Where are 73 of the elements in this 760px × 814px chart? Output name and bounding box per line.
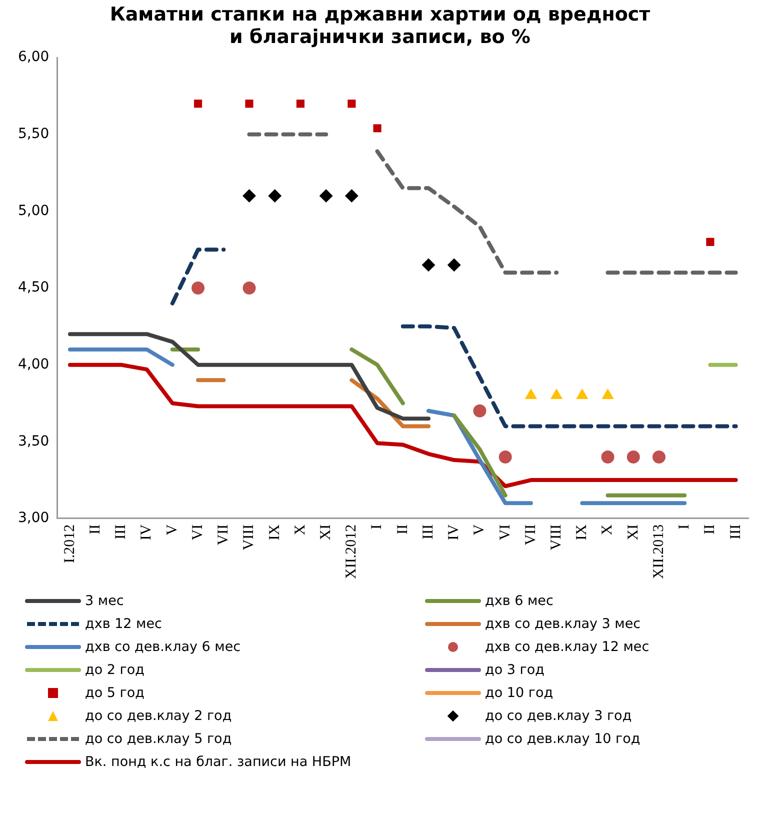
- legend-label: дхв со дев.клау 3 мес: [485, 616, 641, 632]
- x-tick-label: IV: [138, 524, 155, 540]
- point: [296, 100, 304, 108]
- x-tick-label: IV: [446, 524, 462, 540]
- x-tick-label: IX: [266, 524, 283, 540]
- point: [550, 389, 562, 400]
- x-tick-label: II: [88, 524, 104, 534]
- x-tick-label: VI: [497, 524, 514, 540]
- point: [373, 124, 382, 132]
- x-tick-label: I: [369, 524, 386, 530]
- x-tick-label: III: [728, 524, 744, 540]
- legend-label: Вк. понд к.с на благ. записи на НБРМ: [85, 754, 352, 770]
- point: [242, 189, 256, 202]
- x-tick-label: VII: [216, 524, 232, 546]
- x-tick-label: V: [472, 524, 488, 536]
- x-tick-label: VII: [522, 524, 539, 546]
- legend-label: дхв 6 мес: [485, 593, 554, 609]
- x-tick-label: III: [113, 524, 130, 540]
- legend-label: до 2 год: [85, 662, 144, 678]
- point: [626, 450, 640, 464]
- legend-label: 3 мес: [85, 593, 124, 609]
- point: [320, 189, 333, 202]
- legend-label: до со дев.клау 2 год: [85, 708, 232, 724]
- point: [473, 404, 486, 418]
- point: [525, 389, 537, 400]
- legend-label: до 10 год: [485, 685, 554, 701]
- x-tick-label: II: [702, 524, 718, 534]
- point: [192, 282, 205, 295]
- point: [576, 389, 588, 400]
- point: [268, 189, 282, 202]
- x-tick-label: XI: [318, 524, 334, 540]
- x-tick-label: X: [600, 524, 616, 536]
- point: [245, 100, 254, 108]
- legend-label: до со дев.клау 10 год: [485, 731, 640, 747]
- point: [706, 238, 714, 246]
- point: [498, 450, 512, 464]
- x-tick-label: III: [420, 524, 436, 540]
- y-tick-label: 3,00: [18, 510, 50, 526]
- y-tick-label: 4,50: [18, 280, 50, 296]
- x-tick-label: XI: [625, 524, 642, 540]
- y-tick-label: 4,00: [18, 356, 50, 372]
- x-tick-label: V: [164, 524, 180, 536]
- legend-label: до со дев.клау 3 год: [485, 708, 632, 724]
- x-tick-label: XII.2013: [650, 524, 667, 580]
- point: [652, 450, 666, 464]
- x-tick-label: VIII: [241, 524, 258, 550]
- x-tick-label: X: [292, 524, 308, 536]
- x-tick-label: IX: [574, 524, 590, 540]
- legend-label: до 5 год: [85, 685, 144, 701]
- y-tick-label: 5,50: [18, 126, 50, 142]
- x-tick-label: XII.2012: [344, 524, 360, 580]
- point: [448, 258, 461, 272]
- point: [194, 100, 202, 108]
- legend-label: дхв со дев.клау 12 мес: [485, 639, 650, 655]
- point: [602, 389, 614, 400]
- x-tick-label: II: [394, 524, 411, 534]
- point: [345, 189, 358, 202]
- y-tick-label: 6,00: [18, 49, 50, 66]
- point: [601, 450, 614, 464]
- y-tick-label: 5,00: [18, 202, 50, 219]
- point: [422, 258, 436, 272]
- point: [242, 282, 256, 295]
- y-tick-label: 3,50: [18, 433, 50, 450]
- legend-label: до со дев.клау 5 год: [85, 731, 232, 747]
- x-tick-label: VI: [190, 524, 206, 540]
- legend-label: дхв со дев.клау 6 мес: [85, 639, 241, 655]
- point: [348, 100, 356, 108]
- x-tick-label: VIII: [548, 524, 564, 550]
- legend-label: до 3 год: [485, 662, 544, 678]
- chart-title: Каматни стапки на државни хартии од вредност и благајнички записи, во %: [110, 3, 650, 48]
- x-tick-label: I.2012: [62, 524, 78, 564]
- legend-label: дхв 12 мес: [85, 616, 162, 632]
- x-tick-label: I: [676, 524, 693, 530]
